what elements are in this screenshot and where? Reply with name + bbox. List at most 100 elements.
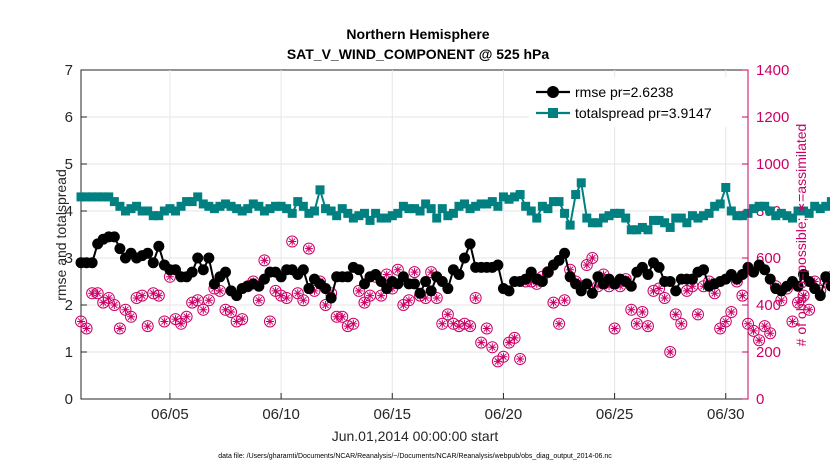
obs-possible-marker [113, 322, 126, 335]
totalspread-marker [565, 220, 575, 230]
obs-possible-marker [402, 294, 415, 307]
obs-possible-marker [586, 252, 599, 264]
totalspread-marker [82, 192, 92, 202]
obs-assimilated-marker [699, 282, 708, 291]
obs-assimilated-marker [682, 286, 691, 295]
totalspread-marker [115, 201, 125, 211]
totalspread-marker [643, 225, 653, 235]
obs-possible-marker [430, 291, 443, 304]
obs-possible-marker [803, 303, 816, 316]
obs-assimilated-marker [215, 286, 224, 295]
totalspread-marker [215, 201, 225, 211]
rmse-marker [536, 276, 548, 287]
obs-possible-marker [258, 254, 271, 267]
rmse-marker [297, 264, 309, 276]
totalspread-marker [237, 206, 247, 216]
obs-possible-marker [753, 334, 766, 347]
obs-possible-marker [263, 315, 276, 328]
rmse-marker [197, 264, 209, 276]
rmse-marker [698, 264, 710, 276]
totalspread-marker [282, 204, 292, 214]
obs-assimilated-marker [493, 357, 502, 366]
obs-assimilated-marker [466, 322, 475, 331]
obs-assimilated-marker [177, 319, 186, 328]
obs-assimilated-marker [143, 322, 152, 331]
rmse-marker [114, 243, 126, 255]
obs-possible-marker [297, 294, 310, 307]
totalspread-marker [432, 213, 442, 223]
totalspread-marker [398, 201, 408, 211]
x-axis-label: Jun.01,2014 00:00:00 start [332, 428, 499, 444]
legend-totalspread-marker [548, 108, 558, 118]
obs-assimilated-marker [716, 324, 725, 333]
totalspread-marker [76, 192, 86, 202]
totalspread-marker [721, 183, 731, 192]
totalspread-marker [776, 208, 786, 218]
totalspread-marker [359, 208, 369, 218]
rmse-marker [153, 240, 165, 252]
rmse-marker [792, 280, 804, 292]
obs-possible-marker [225, 306, 238, 319]
totalspread-marker [665, 222, 675, 232]
totalspread-marker [454, 201, 464, 211]
x-tick-label: 06/05 [151, 406, 189, 423]
totalspread-marker [632, 225, 642, 235]
obs-assimilated-marker [805, 305, 814, 314]
totalspread-marker [682, 218, 692, 228]
rmse-marker [409, 278, 420, 290]
obs-assimilated-marker [282, 293, 291, 302]
totalspread-marker [621, 213, 631, 223]
totalspread-marker [537, 201, 547, 211]
totalspread-marker [343, 208, 353, 218]
totalspread-marker [120, 206, 130, 216]
obs-assimilated-marker [93, 289, 102, 298]
legend-box [529, 77, 742, 127]
obs-assimilated-marker [260, 256, 269, 265]
y-tick-label: 1 [65, 344, 73, 361]
obs-possible-marker [786, 315, 799, 328]
totalspread-marker [104, 192, 114, 202]
x-tick-label: 06/15 [373, 406, 411, 423]
totalspread-marker [98, 192, 108, 202]
obs-assimilated-marker [82, 324, 91, 333]
totalspread-marker [471, 201, 481, 211]
obs-possible-marker [280, 291, 293, 304]
obs-assimilated-marker [410, 268, 419, 277]
totalspread-marker [615, 208, 625, 218]
obs-assimilated-marker [721, 317, 730, 326]
obs-assimilated-marker [810, 277, 819, 286]
rmse-marker [86, 257, 98, 269]
rmse-marker [492, 259, 504, 271]
rmse-marker [342, 271, 354, 283]
obs-possible-marker [408, 266, 421, 279]
totalspread-marker [421, 199, 431, 209]
obs-assimilated-marker [794, 298, 803, 307]
obs-assimilated-marker [288, 237, 297, 246]
y-tick-label: 0 [65, 391, 73, 408]
totalspread-marker [493, 201, 503, 211]
rmse-marker [186, 266, 198, 278]
obs-assimilated-marker [399, 301, 408, 309]
totalspread-marker [498, 192, 508, 202]
obs-assimilated-marker [138, 291, 147, 300]
obs-assimilated-marker [199, 305, 208, 314]
obs-possible-marker [725, 306, 738, 319]
totalspread-marker [826, 197, 830, 207]
obs-assimilated-marker [555, 319, 564, 328]
x-axis: 06/05 06/10 06/15 06/20 06/25 06/30 [151, 393, 745, 423]
totalspread-marker [532, 213, 542, 223]
obs-possible-marker [636, 306, 649, 319]
obs-assimilated-marker [293, 289, 302, 298]
obs-assimilated-marker [165, 272, 174, 281]
obs-assimilated-marker [127, 312, 136, 321]
rmse-marker [192, 252, 204, 264]
rmse-marker [320, 283, 332, 295]
totalspread-marker [193, 192, 203, 202]
obs-possible-marker [547, 296, 560, 309]
obs-possible-marker [630, 317, 643, 330]
totalspread-marker [476, 199, 486, 209]
rmse-marker [220, 266, 232, 278]
obs-assimilated-marker [454, 322, 463, 331]
obs-assimilated-marker [677, 319, 686, 328]
